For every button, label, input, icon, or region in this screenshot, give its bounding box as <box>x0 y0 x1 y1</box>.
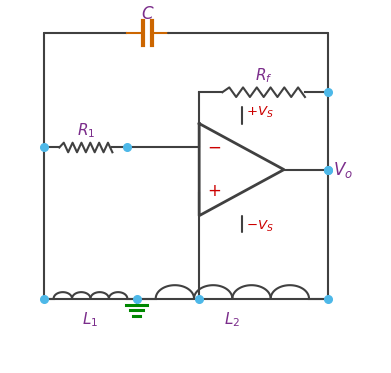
Text: $-V_S$: $-V_S$ <box>246 219 274 234</box>
Text: $+$: $+$ <box>207 182 221 200</box>
Text: $V_o$: $V_o$ <box>333 160 353 180</box>
Text: $R_f$: $R_f$ <box>255 66 273 85</box>
Text: $L_1$: $L_1$ <box>83 310 99 329</box>
Text: $R_1$: $R_1$ <box>77 122 95 140</box>
Text: $+V_S$: $+V_S$ <box>246 105 274 120</box>
Text: $L_2$: $L_2$ <box>224 310 240 329</box>
Text: $-$: $-$ <box>207 138 221 156</box>
Text: $C$: $C$ <box>141 5 154 23</box>
